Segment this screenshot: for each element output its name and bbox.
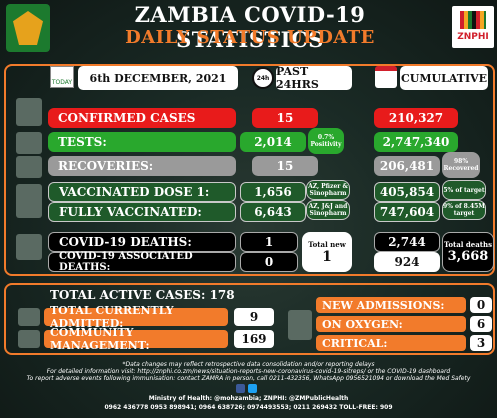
footer-adverse-events: To report adverse events following immun… [26,375,471,382]
people-group-icon [16,98,42,126]
fully-vaccinated-past24-value: 6,643 [240,202,306,222]
assoc-deaths-cumulative-value: 924 [374,252,440,272]
active-cases-panel [4,283,495,355]
full-vaccine-types-note: AZ, J&J and Sinopharm [306,200,350,220]
community-value: 169 [234,330,274,348]
confirmed-cumulative-value: 210,327 [374,108,458,128]
deaths-past24-value: 1 [240,232,298,252]
clock-24h-label: 24h [256,74,270,82]
daily-status-panel [4,64,495,276]
calendar-cumulative-icon [375,66,397,88]
hospital-bed-icon [18,308,40,326]
confirmed-cases-label: CONFIRMED CASES [48,108,236,128]
test-tube-icon [16,132,42,154]
new-admissions-value: 0 [470,297,492,313]
total-new-label: Total new [308,239,346,249]
zambia-coat-of-arms-icon [6,4,50,52]
admitted-value: 9 [234,308,274,326]
recovered-person-icon [16,156,42,178]
social-icons [236,384,262,394]
date-header: 6th DECEMBER, 2021 [78,66,238,90]
community-label: COMMUNITY MANAGEMENT: [44,326,228,352]
today-icon-label: TODAY [51,79,73,86]
tests-past24-value: 2,014 [240,132,306,152]
positivity-badge: 0.7% Positivity [308,128,344,154]
deaths-cumulative-value: 2,744 [374,232,440,252]
confirmed-past24-value: 15 [252,108,318,128]
vaccinated-dose1-cumulative-value: 405,854 [374,182,440,202]
critical-label: CRITICAL: [316,335,466,351]
total-deaths-value: 3,668 [447,249,489,264]
fully-vaccinated-label: FULLY VACCINATED: [48,202,236,222]
vaccine-syringe-icon [16,184,42,218]
twitter-icon[interactable] [248,384,257,393]
tests-label: TESTS: [48,132,236,152]
recoveries-label: RECOVERIES: [48,156,236,176]
footer-phone-numbers: 0962 436778 0953 898941; 0964 638726; 09… [104,404,393,411]
fully-vaccinated-cumulative-value: 747,604 [374,202,440,222]
total-deaths-label: Total deaths [443,240,493,249]
total-new-deaths-box: Total new 1 [302,232,352,272]
page-subtitle: DAILY STATUS UPDATE [125,27,375,48]
page-title: ZAMBIA COVID-19 STATISTICS [134,2,366,52]
assoc-deaths-past24-value: 0 [240,252,298,272]
coffin-icon [16,234,42,260]
calendar-today-icon: TODAY [50,66,74,88]
znphi-logo: ZNPHI [452,6,494,48]
vaccinated-dose1-past24-value: 1,656 [240,182,306,202]
recoveries-past24-value: 15 [252,156,318,176]
total-new-value: 1 [322,248,332,265]
on-oxygen-value: 6 [470,316,492,332]
clock-24h-icon: 24h [252,67,274,89]
facebook-icon[interactable] [236,384,245,393]
cumulative-header: CUMULATIVE [400,66,488,90]
recovered-percent-badge: 98% Recovered [442,152,480,178]
admitted-label: TOTAL CURRENTLY ADMITTED: [44,304,228,330]
dose1-target-note: 5% of target [442,180,486,200]
vaccinated-dose1-label: VACCINATED DOSE 1: [48,182,236,202]
past24-header: PAST 24HRS [276,65,352,91]
footer-social-handles: Ministry of Health: @mohzambia; ZNPHI: @… [148,395,349,402]
full-target-note: 9% of 8.45M target [442,200,486,220]
covid-deaths-label: COVID-19 DEATHS: [48,232,236,252]
dose1-vaccine-types-note: AZ, Pfizer & Sinopharm [306,180,350,200]
critical-value: 3 [470,335,492,351]
home-icon [18,330,40,348]
footer-disclaimer: *Data changes may reflect retrospective … [122,361,375,368]
associated-deaths-label: COVID-19 ASSOCIATED DEATHS: [48,251,236,273]
tests-cumulative-value: 2,747,340 [374,132,458,152]
active-cases-title: TOTAL ACTIVE CASES: 178 [50,288,235,302]
footer-dashboard-info: For detailed information visit: http://z… [46,368,451,375]
patient-bed-icon [288,310,312,340]
total-deaths-box: Total deaths 3,668 [442,232,494,272]
on-oxygen-label: ON OXYGEN: [316,316,466,332]
recoveries-cumulative-value: 206,481 [374,156,440,176]
znphi-logo-text: ZNPHI [457,32,489,42]
new-admissions-label: NEW ADMISSIONS: [316,297,466,313]
